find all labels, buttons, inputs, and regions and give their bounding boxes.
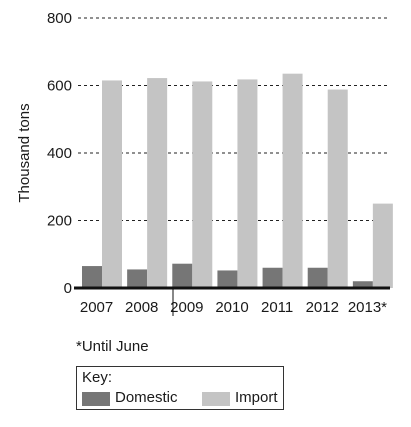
legend-label-domestic: Domestic [115,389,178,406]
legend-label-import: Import [235,389,278,406]
bar-import-2010 [237,79,258,288]
bar-domestic-2011 [262,267,283,288]
footnote: *Until June [76,338,149,355]
x-tick-labels: 2007 2008 2009 2010 2011 2012 2013* [80,299,387,316]
bar-import-2013 [372,203,393,288]
x-tick-label-2009: 2009 [170,299,203,316]
bars [82,73,393,288]
x-tick-label-2012: 2012 [306,299,339,316]
y-tick-label-600: 600 [47,78,72,95]
y-tick-label-400: 400 [47,145,72,162]
bar-import-2012 [327,89,348,288]
bar-domestic-2013 [352,281,373,288]
x-tick-label-2007: 2007 [80,299,113,316]
y-tick-labels: 0 200 400 600 800 [47,10,72,297]
legend-swatch-import [202,392,230,406]
bar-import-2008 [147,78,168,288]
bar-domestic-2007 [82,266,102,288]
x-tick-label-2010: 2010 [215,299,248,316]
legend-title: Key: [82,369,113,386]
bar-import-2009 [192,81,213,288]
y-tick-label-800: 800 [47,10,72,27]
x-tick-label-2011: 2011 [261,299,293,316]
x-tick-label-2008: 2008 [125,299,158,316]
y-tick-label-200: 200 [47,213,72,230]
x-tick-label-2013: 2013* [348,299,387,316]
y-tick-label-0: 0 [64,280,72,297]
bar-domestic-2010 [217,270,238,288]
legend: Key: Domestic Import [76,366,284,410]
bar-domestic-2008 [127,269,148,288]
bar-import-2011 [282,73,303,288]
bar-domestic-2012 [307,267,328,288]
y-axis-label: Thousand tons [16,103,33,202]
legend-swatch-domestic [82,392,110,406]
bar-domestic-2009 [172,263,193,288]
bar-import-2007 [102,80,122,288]
